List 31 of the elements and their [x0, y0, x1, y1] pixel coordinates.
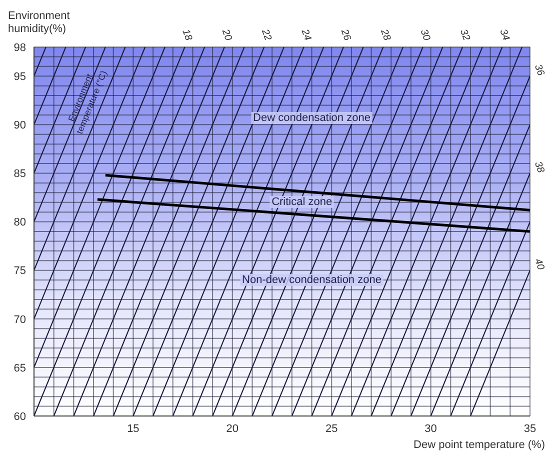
annotation: Critical zone [270, 196, 334, 208]
x-tick-label: 35 [524, 422, 536, 435]
text: 22 [258, 26, 274, 43]
y-tick-label: 98 [14, 42, 26, 54]
annotation: Non-dew condensation zone [240, 274, 384, 286]
text: 24 [298, 26, 314, 43]
y-tick-label: 65 [14, 362, 26, 374]
y-tick-label: 95 [14, 71, 26, 84]
y-tick-label: 70 [14, 314, 26, 326]
y-tick-label: 80 [14, 216, 26, 229]
y-tick-label: 60 [14, 410, 26, 423]
text: 28 [378, 26, 392, 43]
text: 20 [219, 26, 234, 43]
y-tick-label: 85 [14, 168, 26, 180]
annotation: Dew condensation zone [251, 112, 372, 124]
x-tick-label: 25 [325, 422, 338, 435]
text: 30 [418, 28, 432, 43]
x-tick-label: 30 [424, 422, 437, 435]
y-tick-label: 75 [14, 265, 26, 278]
text: 32 [457, 28, 472, 43]
x-axis-title: Dew point temperature (%) [414, 439, 545, 451]
text: 26 [338, 26, 353, 43]
y-tick-label: 90 [14, 120, 26, 132]
text: 40 [532, 257, 545, 272]
text: 38 [532, 160, 545, 175]
x-tick-label: 20 [226, 422, 239, 435]
y-axis-title: Environment humidity(%) [8, 10, 71, 36]
x-tick-label: 15 [127, 422, 140, 435]
text: 34 [497, 28, 512, 43]
text: 18 [180, 28, 194, 43]
text: 36 [532, 63, 545, 78]
